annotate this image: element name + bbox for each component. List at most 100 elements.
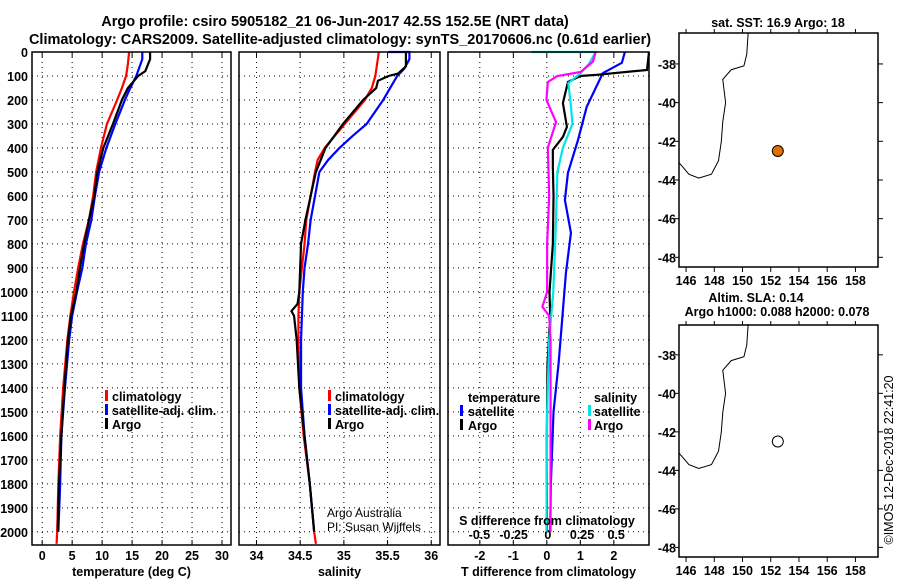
y-tick-label: 1500 [0,406,28,420]
series-line-t-satellite [549,51,626,532]
lon-tick-label: 154 [789,274,810,288]
legend-label-climatology: climatology [112,390,182,404]
lon-tick-label: 154 [789,564,810,578]
lon-tick-label: 156 [817,564,838,578]
x-tick-label: 0 [543,549,550,563]
lat-tick-label: -44 [658,464,676,478]
y-tick-label: 900 [7,262,28,276]
x-tick-label: -1 [508,549,519,563]
sst-map-image [679,33,878,267]
lon-tick-label: 158 [845,564,866,578]
y-tick-label: 600 [7,190,28,204]
y-tick-label: 500 [7,166,28,180]
y-tick-label: 1400 [0,382,28,396]
series-line-satellite-adj-clim- [57,52,144,532]
lon-tick-label: 150 [732,274,753,288]
series-line-argo [56,52,152,532]
legend-label-s-argo: Argo [594,419,624,433]
lat-tick-label: -46 [658,503,676,517]
series-line-satellite-adj-clim- [299,50,411,532]
sst-map-title: sat. SST: 16.9 Argo: 18 [711,16,845,30]
legend-swatch-satellite [105,404,108,415]
legend-swatch-s-satellite [588,405,591,416]
x-tick-label: 35.5 [375,549,399,563]
legend-swatch-climatology [105,390,108,401]
x-tick-label: 25 [185,549,199,563]
lat-tick-label: -42 [658,135,676,149]
legend-label-satellite: satellite-adj. clim. [335,404,439,418]
sla-map-image [679,325,878,557]
s-tick-label: -0.25 [499,528,528,542]
lat-tick-label: -48 [658,251,676,265]
x-tick-label: 10 [95,549,109,563]
x-tick-label: 30 [215,549,229,563]
x-axis-label: salinity [318,565,361,579]
y-tick-label: 100 [7,70,28,84]
y-tick-label: 400 [7,142,28,156]
sla-map-title: Altim. SLA: 0.14 [708,291,803,305]
difference-legend: temperature satellite Argo salinity sate… [460,391,641,433]
y-tick-label: 1000 [0,286,28,300]
x-tick-label: 5 [69,549,76,563]
series-line-climatology [297,51,380,544]
lon-tick-label: 148 [704,564,725,578]
lon-tick-label: 156 [817,274,838,288]
salinity-panel: 34 34.5 35 35.5 36 salinity [238,50,441,579]
legend-swatch-t-argo [460,419,463,430]
legend-label-argo: Argo [112,418,142,432]
y-tick-label: 300 [7,118,28,132]
y-tick-label: 1700 [0,454,28,468]
x-tick-label: 35 [337,549,351,563]
y-tick-label: 1300 [0,358,28,372]
legend-swatch-s-argo [588,419,591,430]
x-tick-label: 20 [155,549,169,563]
lon-tick-label: 146 [676,274,697,288]
timestamp-stamp: ©IMOS 12-Dec-2018 22:41:20 [882,375,896,544]
legend-swatch-argo [105,418,108,429]
y-tick-label: 1600 [0,430,28,444]
figure-title-line1: Argo profile: csiro 5905182_21 06-Jun-20… [101,14,569,30]
plot-frame [238,51,441,546]
s-tick-label: 0.25 [570,528,594,542]
legend-swatch-argo [328,418,331,429]
s-tick-label: 0 [544,528,551,542]
temperature-panel: 0 5 10 15 20 25 30 temperature (deg C) 0 100 200 30… [0,46,232,579]
figure-title-line2: Climatology: CARS2009. Satellite-adjuste… [29,32,651,48]
legend-label-climatology: climatology [335,390,405,404]
x-tick-label: 1 [577,549,584,563]
y-tick-label: 1200 [0,334,28,348]
lon-tick-label: 152 [760,274,781,288]
lat-tick-label: -48 [658,541,676,555]
x-axis-label: temperature (deg C) [72,565,191,579]
x-tick-label: 2 [610,549,617,563]
y-tick-label: 2000 [0,526,28,540]
lat-tick-label: -46 [658,213,676,227]
y-tick-label: 200 [7,94,28,108]
y-tick-label: 1100 [1,310,28,324]
temperature-legend: climatology satellite-adj. clim. Argo [105,390,216,432]
sla-map-subtitle: Argo h1000: 0.088 h2000: 0.078 [685,305,870,319]
lon-tick-label: 152 [760,564,781,578]
x-tick-label: 34.5 [288,549,312,563]
x-tick-label: 34 [250,549,264,563]
x-axis-label: T difference from climatology [461,565,636,579]
plot-frame [447,51,650,546]
x-tick-label: 36 [424,549,438,563]
lon-tick-label: 146 [676,564,697,578]
lon-tick-label: 150 [732,564,753,578]
salinity-legend: climatology satellite-adj. clim. Argo [328,390,439,432]
legend-label-t-satellite: satellite [468,405,515,419]
credit-line2: PI: Susan Wijffels [327,520,421,534]
lon-tick-label: 158 [845,274,866,288]
x-tick-label: -2 [474,549,485,563]
legend-label-t-argo: Argo [468,419,498,433]
lat-tick-label: -44 [658,174,676,188]
legend-title-salinity: salinity [594,391,637,405]
lat-tick-label: -40 [658,97,676,111]
legend-label-argo: Argo [335,418,365,432]
y-tick-label: 700 [7,214,28,228]
difference-panel: -2 -1 0 1 2 -0.5 -0.25 0 0.25 0.5 T difference fro… [447,50,651,579]
lat-tick-label: -38 [658,58,676,72]
lat-tick-label: -40 [658,387,676,401]
